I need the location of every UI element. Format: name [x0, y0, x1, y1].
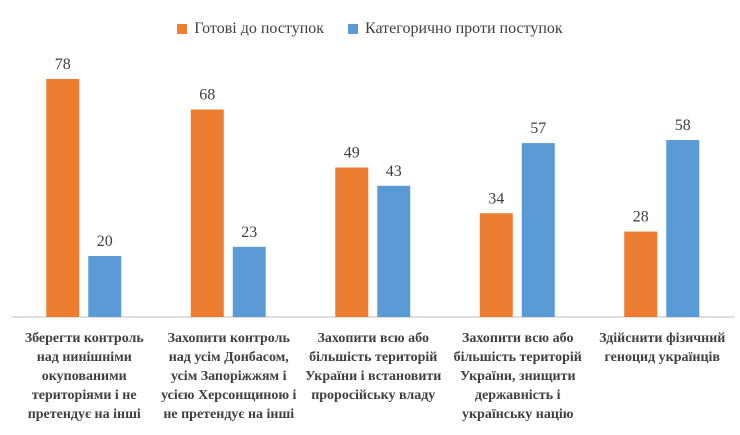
data-label: 23	[241, 224, 257, 241]
legend: Готові до поступок Категорично проти пос…	[0, 20, 740, 38]
bar	[190, 109, 224, 317]
bar	[335, 167, 369, 317]
data-label: 28	[633, 209, 649, 226]
data-label: 43	[386, 163, 402, 180]
legend-item-ready: Готові до поступок	[177, 20, 324, 38]
category-label: Захопити всю або більшість територій Укр…	[453, 331, 582, 422]
bar	[521, 143, 555, 317]
category-label: Захопити контроль над усім Донбасом, усі…	[161, 331, 297, 422]
data-label: 58	[675, 117, 691, 134]
bar	[377, 185, 411, 317]
bar	[46, 79, 80, 317]
bar	[88, 255, 122, 317]
data-label: 57	[530, 120, 546, 137]
bar	[666, 140, 700, 317]
data-label: 20	[97, 233, 113, 250]
category-label: Здійснити фізичний геноцид українців	[599, 331, 726, 365]
data-label: 78	[55, 56, 71, 73]
bar	[232, 246, 266, 317]
legend-swatch	[348, 24, 359, 34]
category-label: Захопити всю або більшість територій Укр…	[305, 331, 442, 403]
legend-swatch	[177, 24, 188, 34]
data-label: 49	[344, 144, 360, 161]
data-label: 68	[199, 87, 215, 104]
category-label: Зберегти контроль над нинішніми окупован…	[24, 331, 144, 422]
bar	[624, 231, 658, 317]
bar	[479, 213, 513, 317]
legend-item-against: Категорично проти поступок	[348, 20, 563, 38]
legend-label: Готові до поступок	[194, 20, 325, 37]
data-label: 34	[488, 190, 504, 207]
legend-label: Категорично проти поступок	[365, 20, 563, 37]
